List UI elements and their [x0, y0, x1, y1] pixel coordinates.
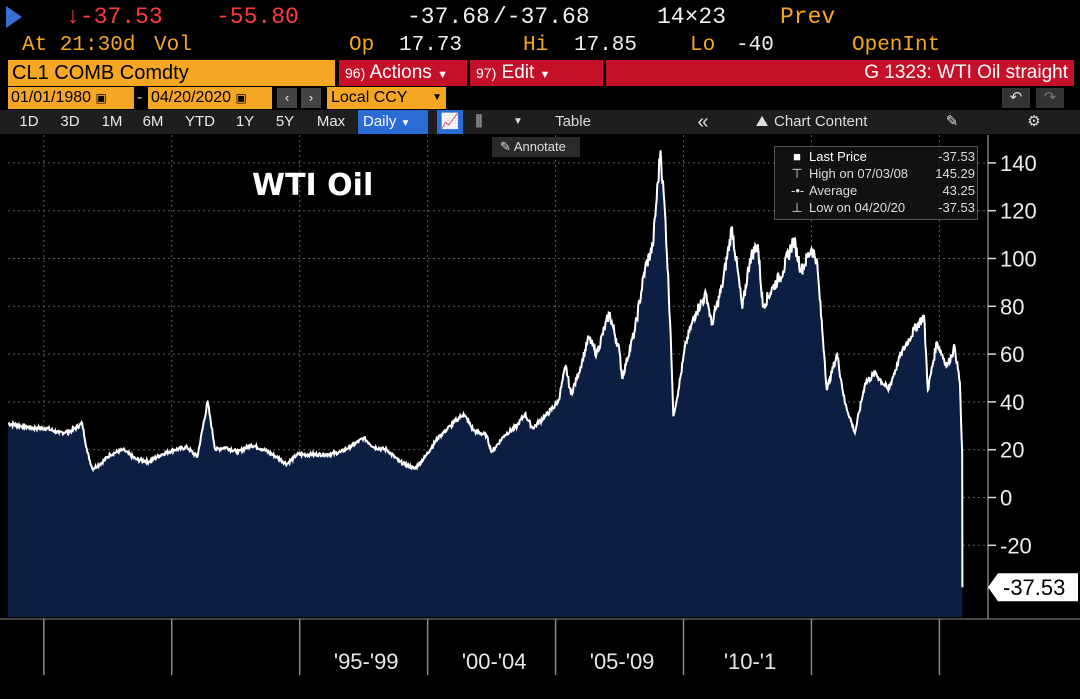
legend-high: ⊤ High on 07/03/08 145.29 [791, 166, 975, 181]
net-change: -55.80 [216, 4, 299, 30]
collapse-icon[interactable]: « [697, 111, 709, 133]
quote-row-2: At 21:30d Vol Op 17.73 Hi 17.85 Lo -40 O… [0, 34, 1080, 60]
open-interest-label: OpenInt [852, 34, 941, 57]
annotate-button[interactable]: ✎ Annotate [492, 137, 580, 157]
undo-icon[interactable]: ↶ [1002, 88, 1030, 108]
last-value-tag-bg [988, 573, 1078, 602]
white-square-icon: ■ [793, 149, 801, 164]
table-button[interactable]: Table [555, 113, 591, 130]
calendar-icon[interactable]: ▣ [235, 91, 247, 105]
period-5y[interactable]: 5Y [275, 113, 295, 130]
edit-label: Edit [501, 62, 535, 83]
chart-title: WTI Oil [252, 168, 374, 203]
vol-label: Vol [154, 34, 192, 57]
low-label: Lo [690, 34, 716, 57]
last-value-label: -37.53 [1003, 575, 1065, 600]
legend-average: -•- Average 43.25 [791, 183, 975, 198]
bid-price: -37.68 [407, 4, 490, 30]
actions-label: Actions [369, 62, 432, 83]
low-value: -40 [736, 34, 774, 57]
end-date-field[interactable]: 04/20/2020 ▣ [148, 87, 272, 109]
open-value: 17.73 [399, 34, 463, 57]
chart-legend: ■ Last Price -37.53 ⊤ High on 07/03/08 1… [774, 146, 978, 220]
high-label: Hi [523, 34, 549, 57]
y-tick-label: 100 [1000, 247, 1037, 272]
period-ytd[interactable]: YTD [185, 113, 215, 130]
currency-select[interactable]: Local CCY ▼ [327, 87, 446, 109]
frequency-select[interactable]: Daily ▼ [358, 110, 428, 134]
start-date-field[interactable]: 01/01/1980 ▣ [8, 87, 134, 109]
chart-content-icon: ⛰ [755, 113, 769, 130]
actions-button[interactable]: 96) Actions ▼ [339, 60, 467, 86]
bid-ask-size: 14×23 [657, 4, 727, 30]
caret-down-icon: ▼ [400, 118, 411, 129]
quote-row-1: ↓-37.53 -55.80 -37.68 /-37.68 14×23 Prev [0, 0, 1080, 34]
redo-icon[interactable]: ↷ [1036, 88, 1064, 108]
y-tick-label: 140 [1000, 151, 1037, 176]
last-change: ↓-37.53 [66, 4, 163, 30]
caret-down-icon: ▼ [539, 69, 551, 81]
price-line [7, 150, 964, 588]
y-axis: -20 0 20 40 60 80 100 120 140 [987, 135, 1037, 619]
price-area [8, 150, 963, 618]
y-tick-label: -20 [1000, 533, 1032, 558]
edit-button[interactable]: 97) Edit ▼ [470, 60, 603, 86]
open-label: Op [349, 34, 375, 57]
calendar-icon[interactable]: ▣ [95, 91, 107, 105]
line-chart-icon[interactable]: 📈 [437, 110, 463, 134]
currency-value: Local CCY [331, 89, 408, 106]
x-axis: '95-'99 '00-'04 '05-'09 '10-'1 [0, 618, 1080, 674]
y-tick-label: 120 [1000, 199, 1037, 224]
x-tick-label: '00-'04 [462, 649, 527, 674]
y-tick-label: 20 [1000, 438, 1024, 463]
caret-down-icon: ▼ [437, 69, 448, 81]
security-field[interactable]: CL1 COMB Comdty [8, 60, 335, 86]
caret-down-icon: ▼ [432, 92, 442, 103]
y-tick-label: 80 [1000, 294, 1024, 319]
end-date: 04/20/2020 [151, 89, 232, 106]
x-tick-label: '10-'1 [724, 649, 776, 674]
ticker-bar: CL1 COMB Comdty 96) Actions ▼ 97) Edit ▼… [0, 60, 1080, 86]
legend-low: ⊥ Low on 04/20/20 -37.53 [791, 200, 975, 215]
edit-shortcut: 97) [476, 65, 497, 81]
high-marker-icon: ⊤ [791, 166, 803, 181]
last-value-tag: -37.53 [988, 573, 1078, 602]
date-separator: - [137, 89, 143, 106]
settings-gear-icon[interactable]: ⚙ [1027, 113, 1041, 130]
period-toolbar: 1D 3D 1M 6M YTD 1Y 5Y Max Daily ▼ 📈 ⫼ ▼ … [0, 110, 1080, 134]
x-tick-label: '05-'09 [590, 649, 655, 674]
ask-price: /-37.68 [493, 4, 590, 30]
low-marker-icon: ⊥ [791, 200, 803, 215]
actions-shortcut: 96) [345, 65, 366, 81]
y-tick-label: 40 [1000, 390, 1024, 415]
y-tick-label: 0 [1000, 486, 1012, 511]
start-date: 01/01/1980 [11, 89, 92, 106]
chart-id-field[interactable]: G 1323: WTI Oil straight [606, 60, 1074, 86]
x-tick-label: '95-'99 [334, 649, 399, 674]
period-1d[interactable]: 1D [19, 113, 39, 130]
high-value: 17.85 [574, 34, 638, 57]
date-range-bar: 01/01/1980 ▣ - 04/20/2020 ▣ ‹ › Local CC… [0, 87, 1080, 109]
chart-content-button[interactable]: Chart Content [774, 113, 868, 130]
y-tick-label: 60 [1000, 342, 1024, 367]
play-icon[interactable] [6, 6, 22, 28]
period-3d[interactable]: 3D [60, 113, 80, 130]
next-range-button[interactable]: › [301, 88, 321, 108]
frequency-value: Daily [363, 113, 397, 130]
at-time: At 21:30d [22, 34, 136, 57]
period-max[interactable]: Max [316, 113, 346, 130]
pencil-icon: ✎ [500, 139, 511, 154]
prev-label: Prev [780, 4, 836, 30]
period-6m[interactable]: 6M [142, 113, 164, 130]
period-1m[interactable]: 1M [101, 113, 123, 130]
caret-down-icon[interactable]: ▼ [513, 116, 523, 127]
annotate-label: Annotate [513, 139, 566, 154]
period-1y[interactable]: 1Y [235, 113, 255, 130]
prev-range-button[interactable]: ‹ [277, 88, 297, 108]
legend-last-price: ■ Last Price -37.53 [775, 149, 979, 166]
bar-chart-icon[interactable]: ⫼ [475, 113, 483, 130]
average-marker-icon: -•- [791, 183, 805, 198]
edit-pencil-icon[interactable]: ✎ [945, 113, 959, 130]
